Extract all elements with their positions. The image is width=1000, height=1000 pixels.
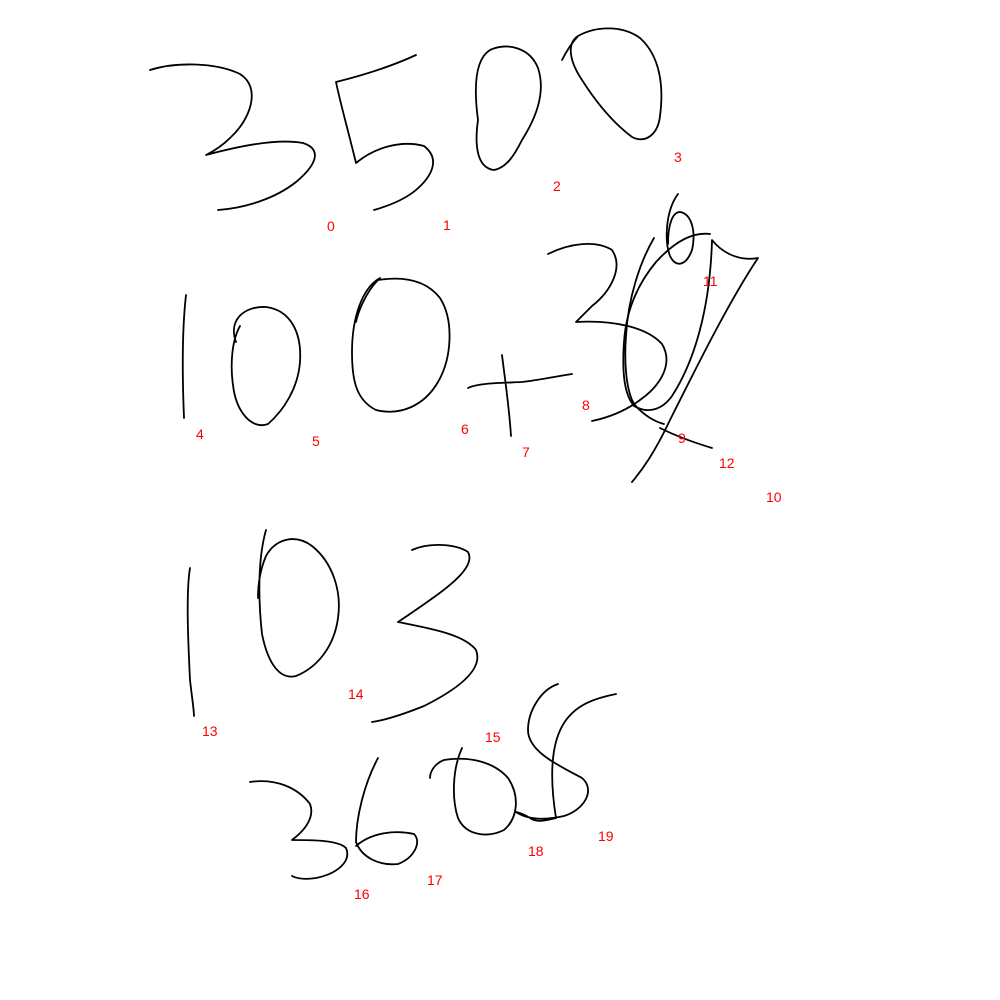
stroke-label-10: 10 [766, 489, 782, 505]
stroke-label-19: 19 [598, 828, 614, 844]
stroke-18 [429, 747, 517, 836]
stroke-label-8: 8 [582, 397, 590, 413]
stroke-label-3: 3 [674, 149, 682, 165]
stroke-7 [467, 373, 573, 389]
stroke-label-15: 15 [485, 729, 501, 745]
stroke-label-7: 7 [522, 444, 530, 460]
stroke-label-1: 1 [443, 217, 451, 233]
stroke-2 [474, 45, 542, 171]
stroke-label-16: 16 [354, 886, 370, 902]
stroke-label-14: 14 [348, 686, 364, 702]
stroke-10 [624, 237, 665, 425]
stroke-3 [561, 27, 663, 141]
stroke-16 [249, 780, 349, 880]
stroke-label-17: 17 [427, 872, 443, 888]
stroke-11 [665, 193, 695, 265]
stroke-label-0: 0 [327, 218, 335, 234]
stroke-8 [501, 354, 512, 437]
stroke-19 [515, 683, 617, 822]
stroke-label-4: 4 [196, 426, 204, 442]
stroke-label-9: 9 [678, 430, 686, 446]
stroke-9 [547, 243, 668, 422]
stroke-label-6: 6 [461, 421, 469, 437]
stroke-14 [257, 529, 340, 678]
stroke-5 [230, 306, 302, 427]
stroke-label-5: 5 [312, 433, 320, 449]
stroke-13 [186, 567, 195, 717]
stroke-17 [355, 757, 419, 866]
stroke-label-13: 13 [202, 723, 218, 739]
stroke-15 [371, 544, 479, 723]
stroke-label-18: 18 [528, 843, 544, 859]
stroke-0 [149, 63, 316, 211]
stroke-12b [659, 427, 713, 449]
stroke-6 [351, 277, 451, 413]
stroke-label-11: 11 [703, 273, 718, 289]
stroke-12 [622, 232, 759, 483]
stroke-4 [181, 294, 187, 419]
stroke-label-2: 2 [553, 178, 561, 194]
stroke-1 [335, 54, 434, 211]
stroke-label-12: 12 [719, 455, 735, 471]
